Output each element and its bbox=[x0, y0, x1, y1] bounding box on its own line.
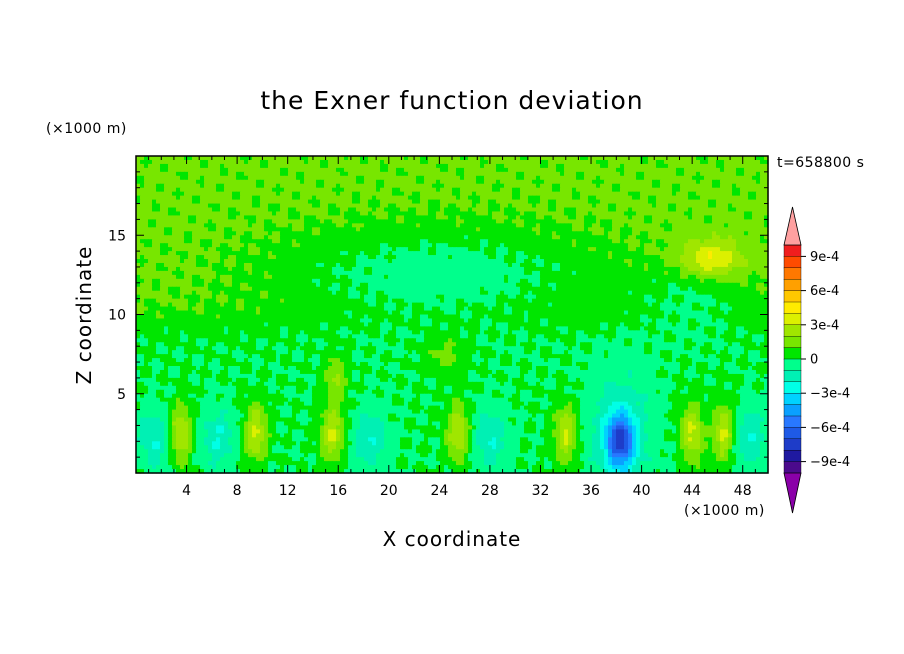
colorbar-label: 9e-4 bbox=[810, 250, 839, 265]
x-unit-label: (×1000 m) bbox=[684, 503, 765, 519]
colorbar-bottom-arrow bbox=[783, 472, 802, 514]
y-tick-label: 5 bbox=[117, 387, 126, 403]
x-tick-label: 44 bbox=[683, 483, 701, 499]
contour-field bbox=[136, 156, 769, 474]
x-tick-label: 16 bbox=[329, 483, 347, 499]
x-axis-label: X coordinate bbox=[382, 527, 522, 551]
x-tick-label: 12 bbox=[279, 483, 297, 499]
colorbar-bin bbox=[783, 313, 802, 326]
x-tick-label: 24 bbox=[430, 483, 448, 499]
colorbar-top-arrow bbox=[783, 206, 802, 246]
x-tick-label: 48 bbox=[734, 483, 752, 499]
colorbar: 9e-4 6e-4 3e-4 0 −3e-4 −6e-4 −9e-4 bbox=[783, 206, 850, 514]
colorbar-bin bbox=[783, 415, 802, 428]
x-tick-label: 4 bbox=[182, 483, 191, 499]
time-label: t=658800 s bbox=[777, 155, 865, 171]
colorbar-label: 6e-4 bbox=[810, 284, 839, 299]
colorbar-bin bbox=[783, 256, 802, 269]
colorbar-label: 3e-4 bbox=[810, 318, 839, 333]
colorbar-bin bbox=[783, 393, 802, 406]
colorbar-label: −3e-4 bbox=[810, 387, 850, 402]
x-tick-label: 8 bbox=[233, 483, 242, 499]
x-tick-label: 28 bbox=[481, 483, 499, 499]
colorbar-bin bbox=[783, 370, 802, 383]
colorbar-bin bbox=[783, 461, 802, 474]
colorbar-bin bbox=[783, 267, 802, 280]
colorbar-bin bbox=[783, 279, 802, 292]
x-tick-label: 40 bbox=[633, 483, 651, 499]
colorbar-label: −9e-4 bbox=[810, 455, 850, 470]
y-tick-label: 15 bbox=[108, 228, 126, 244]
colorbar-bin bbox=[783, 324, 802, 337]
colorbar-bin bbox=[783, 336, 802, 349]
colorbar-bin bbox=[783, 450, 802, 463]
colorbar-bin bbox=[783, 438, 802, 451]
y-tick-label: 10 bbox=[108, 308, 126, 324]
y-unit-label: (×1000 m) bbox=[46, 121, 127, 137]
colorbar-bin bbox=[783, 290, 802, 303]
colorbar-label: 0 bbox=[810, 353, 818, 368]
colorbar-bin bbox=[783, 347, 802, 360]
x-tick-label: 36 bbox=[582, 483, 600, 499]
x-tick-label: 20 bbox=[380, 483, 398, 499]
colorbar-bin bbox=[783, 358, 802, 371]
x-tick-label: 32 bbox=[532, 483, 550, 499]
colorbar-bin bbox=[783, 301, 802, 314]
colorbar-bin bbox=[783, 404, 802, 417]
colorbar-bin bbox=[783, 381, 802, 394]
colorbar-bin bbox=[783, 427, 802, 440]
colorbar-label: −6e-4 bbox=[810, 421, 850, 436]
colorbar-bin bbox=[783, 244, 802, 257]
chart-title: the Exner function deviation bbox=[260, 86, 644, 115]
